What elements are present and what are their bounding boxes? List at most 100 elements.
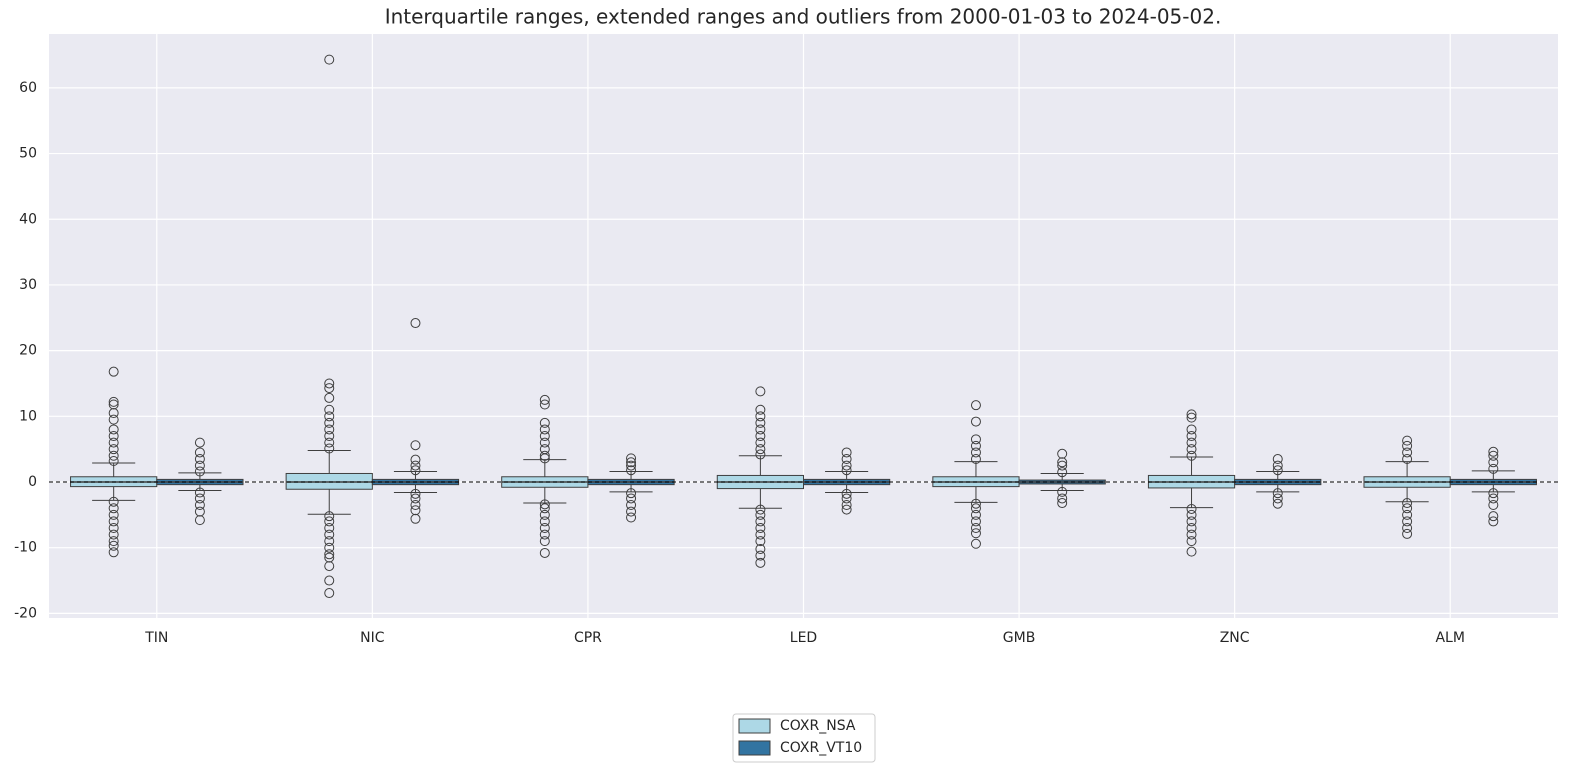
outlier [194,437,205,448]
outlier [324,378,335,389]
outlier [1272,498,1283,509]
outlier [755,523,766,534]
outlier [755,404,766,415]
outlier [1488,463,1499,474]
outlier [626,488,637,499]
outlier [755,417,766,428]
y-tick-label: 0 [28,474,37,490]
outlier [755,386,766,397]
outlier [1488,488,1499,499]
outlier [410,454,421,465]
x-tick-label: NIC [360,630,385,646]
outlier [970,523,981,534]
outlier [1186,450,1197,461]
outlier [539,509,550,520]
outlier [1488,511,1499,522]
outlier [108,455,119,466]
outlier [410,318,421,329]
outlier [1488,457,1499,468]
outlier [108,414,119,425]
outlier [1057,493,1068,504]
outlier [970,440,981,451]
chart-title: Interquartile ranges, extended ranges an… [385,5,1222,29]
outlier [970,516,981,527]
outlier [108,396,119,407]
outlier [194,460,205,471]
outlier [1272,454,1283,465]
outlier [539,529,550,540]
outlier [1272,488,1283,499]
outlier [410,465,421,476]
outlier [108,536,119,547]
outlier [108,496,119,507]
y-tick-label: 40 [19,211,37,227]
outlier [1186,444,1197,455]
outlier [1057,460,1068,471]
outlier [626,457,637,468]
outlier [539,450,550,461]
outlier [539,503,550,514]
outlier [539,453,550,464]
outlier [1186,503,1197,514]
outlier [1272,465,1283,476]
outlier [539,424,550,435]
outlier [970,538,981,549]
legend-swatch [738,740,771,756]
outlier [970,400,981,411]
outlier [108,516,119,527]
outlier [108,509,119,520]
outlier [1402,528,1413,539]
outlier [108,529,119,540]
outlier [970,454,981,465]
outlier [324,549,335,560]
outlier [1402,440,1413,451]
outlier [841,454,852,465]
legend-swatch [738,718,771,734]
outlier [539,394,550,405]
outlier [539,437,550,448]
outlier [324,411,335,422]
outlier [539,536,550,547]
outlier [1186,546,1197,557]
x-tick-label: ZNC [1220,630,1250,646]
outlier [108,431,119,442]
outlier [1402,447,1413,458]
outlier [324,588,335,599]
outlier [324,54,335,65]
outlier [755,536,766,547]
outlier [108,437,119,448]
outlier [1057,498,1068,509]
outlier [1186,509,1197,520]
outlier [1488,450,1499,461]
outlier [755,529,766,540]
outlier [539,417,550,428]
outlier [1057,486,1068,497]
outlier [626,512,637,523]
outlier [626,493,637,504]
outlier [1402,454,1413,465]
outlier [108,424,119,435]
outlier [324,523,335,534]
outlier [194,493,205,504]
outlier [1186,424,1197,435]
outlier [970,503,981,514]
legend-label: COXR_VT10 [780,740,862,756]
outlier [108,503,119,514]
outlier [108,523,119,534]
outlier [755,550,766,561]
outlier [1186,412,1197,423]
outlier [539,431,550,442]
outlier [1186,437,1197,448]
outlier [539,399,550,410]
outlier [1488,446,1499,457]
outlier [410,513,421,524]
outlier [410,460,421,471]
outlier [841,488,852,499]
y-tick-label: 30 [19,277,37,293]
outlier [1402,509,1413,520]
outlier [1402,435,1413,446]
outlier [108,547,119,558]
outlier [841,500,852,511]
outlier [755,557,766,568]
x-tick-label: GMB [1003,630,1036,646]
